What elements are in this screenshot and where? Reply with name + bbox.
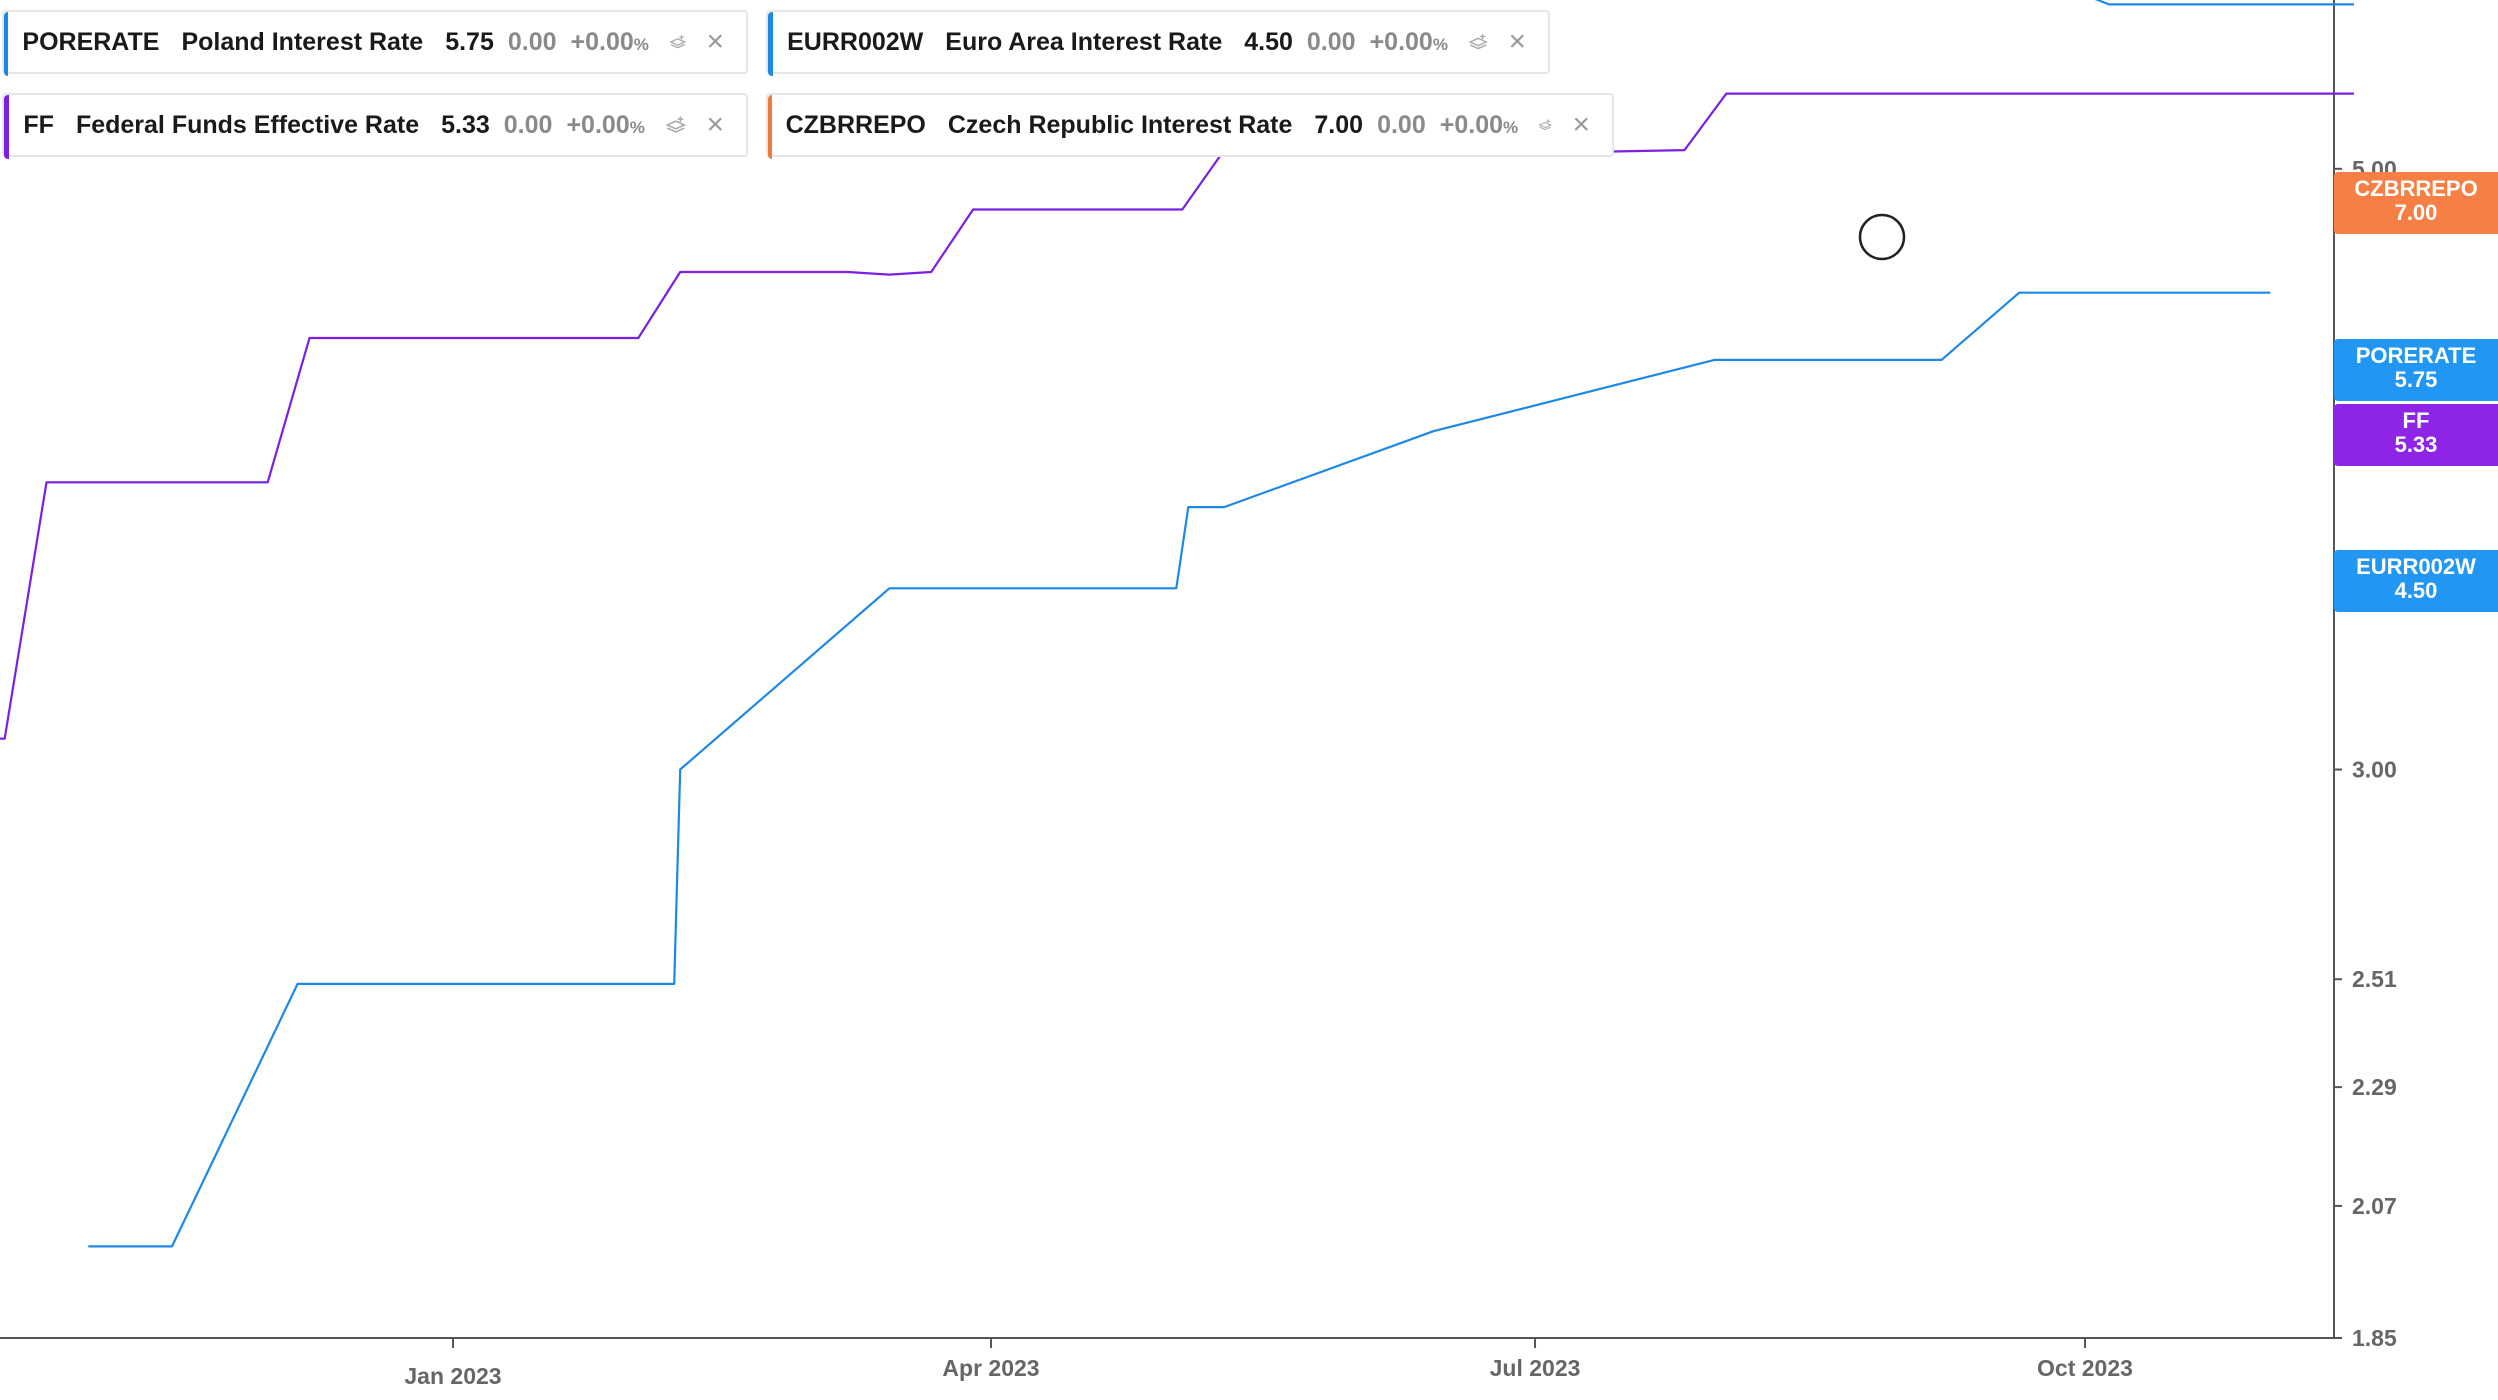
layers-icon[interactable] [665,111,687,139]
y-tick-label: 2.51 [2352,966,2397,992]
legend-percent: +0.00% [570,27,649,56]
axes: 8.007.006.005.004.003.002.512.292.071.85… [0,0,2397,1389]
legend-symbol: CZBRREPO [785,110,926,139]
legend-value: 7.00 [1314,110,1364,139]
legend-name: Euro Area Interest Rate [945,27,1223,56]
legend-change: 0.00 [1377,110,1426,139]
series-line-porerate[interactable] [41,0,2355,6]
series-lines [0,0,2355,1248]
badge-value: 5.33 [2394,432,2438,457]
layers-icon[interactable] [1468,28,1489,56]
y-tick-label: 2.07 [2352,1193,2397,1219]
badge-symbol: FF [2402,408,2430,433]
x-tick-label: Jul 2023 [1490,1355,1581,1381]
close-icon[interactable]: × [1572,108,1590,141]
legend-item-eurr002w[interactable]: EURR002W Euro Area Interest Rate 4.50 0.… [766,10,1550,76]
legend-name: Federal Funds Effective Rate [75,110,420,139]
legend-color-bar [768,95,772,159]
legend-percent: +0.00% [566,110,645,139]
price-badge-ff: FF 5.33 [2334,404,2498,466]
layers-icon[interactable] [1538,111,1553,139]
price-badge-porerate: PORERATE 5.75 [2334,339,2498,401]
close-icon[interactable]: × [1508,25,1526,58]
badge-symbol: CZBRREPO [2354,176,2478,201]
layers-icon[interactable] [669,28,687,56]
legend-change: 0.00 [503,110,553,139]
badge-symbol: PORERATE [2355,343,2477,368]
legend-change: 0.00 [1306,27,1356,56]
legend-symbol: FF [23,110,54,139]
legend-name: Czech Republic Interest Rate [947,110,1293,139]
crosshair-marker [1858,213,1906,261]
close-icon[interactable]: × [706,25,724,58]
series-line-eurr002w[interactable] [88,291,2271,1248]
x-tick-label: Oct 2023 [2037,1355,2133,1381]
price-badge-eurr002w: EURR002W 4.50 [2334,550,2498,612]
y-tick-label: 3.00 [2352,757,2397,783]
close-icon[interactable]: × [706,108,724,141]
badge-value: 7.00 [2394,200,2438,225]
legend-name: Poland Interest Rate [181,27,424,56]
y-tick-label: 2.29 [2352,1074,2397,1100]
legend-percent: +0.00% [1439,110,1519,139]
badge-value: 5.75 [2394,367,2438,392]
legend-color-bar [4,12,9,76]
legend-symbol: PORERATE [22,27,160,56]
legend-item-ff[interactable]: FF Federal Funds Effective Rate 5.33 0.0… [2,93,748,159]
legend-color-bar [768,12,774,76]
x-tick-label: Apr 2023 [942,1355,1039,1381]
legend-percent: +0.00% [1369,27,1448,56]
series-line-ff[interactable] [0,92,2354,740]
legend-value: 4.50 [1244,27,1293,56]
price-badge-czbrrepo: CZBRREPO 7.00 [2334,172,2498,234]
legend-change: 0.00 [507,27,557,56]
legend-item-porerate[interactable]: PORERATE Poland Interest Rate 5.75 0.00 … [2,10,748,76]
legend-color-bar [4,95,10,159]
badge-value: 4.50 [2394,578,2438,603]
legend-value: 5.75 [445,27,494,56]
legend-value: 5.33 [441,110,490,139]
y-tick-label: 1.85 [2352,1325,2397,1351]
x-tick-label: Jan 2023 [404,1363,501,1389]
badge-symbol: EURR002W [2356,554,2476,579]
legend-item-czbrrepo[interactable]: CZBRREPO Czech Republic Interest Rate 7.… [766,93,1614,159]
legend-symbol: EURR002W [787,27,924,56]
